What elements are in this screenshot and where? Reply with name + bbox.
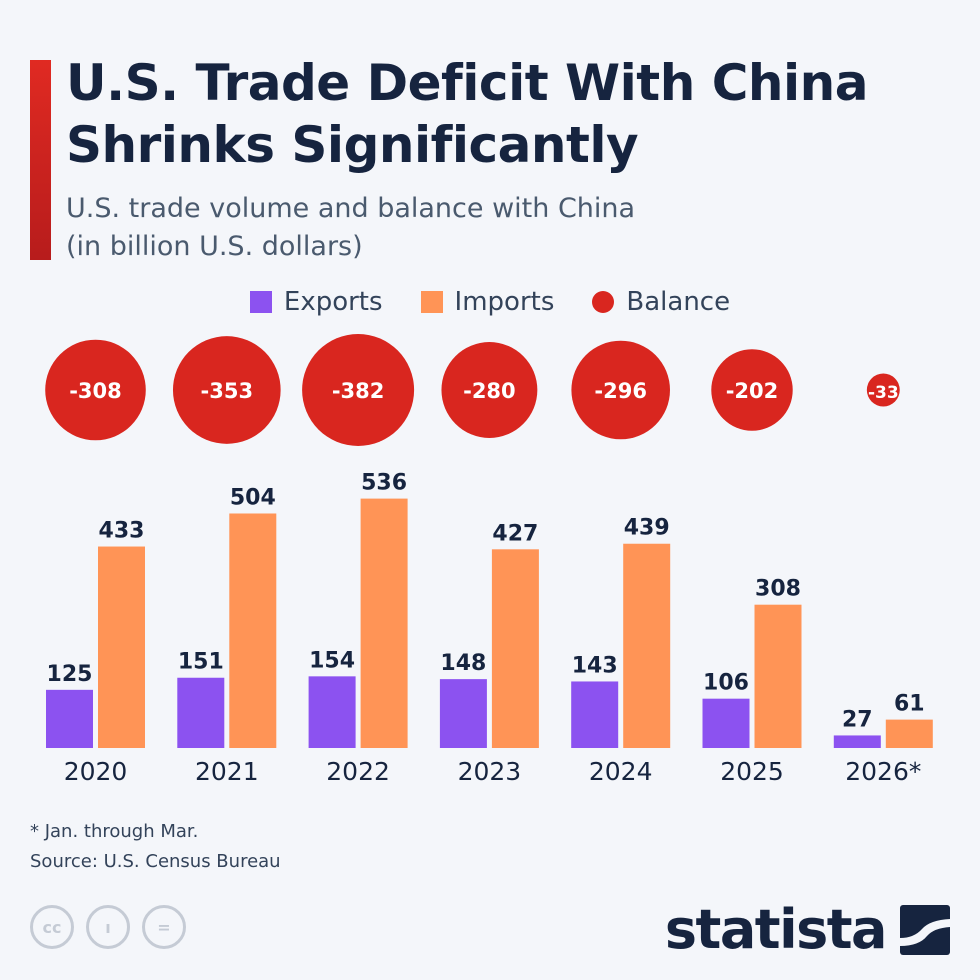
- balance-value-label: -280: [463, 379, 516, 403]
- year-tick-label: 2021: [195, 757, 259, 786]
- year-tick-label: 2023: [458, 757, 522, 786]
- balance-bubble: [441, 342, 538, 438]
- imports-bar: [885, 719, 933, 748]
- balance-value-label: -382: [332, 379, 385, 403]
- year-tick-label: 2024: [589, 757, 653, 786]
- imports-bar: [623, 543, 671, 748]
- balance-bubble: [302, 334, 415, 446]
- year-tick-label: 2020: [64, 757, 128, 786]
- exports-bar: [571, 681, 619, 748]
- legend-label-balance: Balance: [626, 287, 731, 317]
- exports-value-label: 106: [703, 671, 749, 696]
- imports-bar: [754, 604, 802, 748]
- balance-value-label: -33: [868, 383, 899, 403]
- bar-chart: 125 433 2020 -308 151 504 2021 -353 154 536 2022 -3…: [45, 334, 933, 786]
- year-tick-label: 2022: [326, 757, 390, 786]
- exports-bar: [833, 735, 881, 748]
- exports-value-label: 151: [178, 650, 224, 675]
- imports-value-label: 433: [99, 519, 145, 544]
- imports-bar: [491, 549, 539, 748]
- no-derivatives-icon[interactable]: =: [142, 905, 186, 949]
- license-badges: cc ı =: [30, 905, 186, 949]
- imports-value-label: 504: [230, 485, 276, 510]
- exports-value-label: 154: [309, 648, 355, 673]
- balance-value-label: -296: [594, 379, 647, 403]
- imports-value-label: 427: [492, 521, 538, 546]
- balance-bubble: [711, 349, 793, 431]
- statista-logo-icon: [900, 904, 950, 955]
- imports-value-label: 308: [755, 577, 801, 602]
- imports-value-label: 61: [894, 692, 925, 717]
- exports-bar: [702, 698, 750, 748]
- legend-swatch-balance: [592, 291, 615, 313]
- exports-value-label: 148: [440, 651, 486, 676]
- exports-value-label: 27: [842, 707, 873, 732]
- legend-label-imports: Imports: [454, 287, 555, 317]
- legend-item-exports: Exports: [249, 287, 383, 317]
- imports-value-label: 439: [624, 516, 670, 541]
- attribution-icon[interactable]: ı: [86, 905, 130, 949]
- exports-bar: [308, 676, 356, 748]
- balance-value-label: -308: [69, 379, 122, 403]
- legend-item-balance: Balance: [592, 287, 730, 317]
- legend: Exports Imports Balance: [0, 287, 980, 317]
- exports-bar: [46, 689, 93, 748]
- balance-value-label: -202: [726, 379, 779, 403]
- footnotes: * Jan. through Mar. Source: U.S. Census …: [30, 817, 281, 877]
- chart-title: U.S. Trade Deficit With China Shrinks Si…: [66, 54, 868, 174]
- exports-bar: [439, 679, 487, 748]
- balance-bubble: [571, 340, 670, 440]
- balance-value-label: -353: [201, 379, 254, 403]
- imports-bar: [98, 546, 145, 748]
- accent-bar: [30, 60, 51, 260]
- year-tick-label: 2026*: [845, 757, 921, 786]
- imports-bar: [229, 513, 277, 748]
- balance-bubble: [866, 373, 900, 407]
- legend-item-imports: Imports: [420, 287, 555, 317]
- legend-swatch-imports: [420, 291, 443, 313]
- statista-logo[interactable]: statista: [665, 898, 950, 961]
- balance-bubble: [45, 339, 146, 441]
- source-note: Source: U.S. Census Bureau: [30, 851, 281, 872]
- imports-value-label: 536: [361, 471, 407, 496]
- balance-bubble: [172, 336, 281, 444]
- chart-subtitle: U.S. trade volume and balance with China…: [66, 193, 636, 262]
- exports-bar: [177, 677, 225, 748]
- exports-value-label: 143: [572, 653, 618, 678]
- legend-label-exports: Exports: [283, 287, 383, 317]
- creative-commons-icon[interactable]: cc: [30, 905, 74, 949]
- legend-swatch-exports: [249, 291, 272, 313]
- brand-wordmark: statista: [664, 898, 888, 961]
- footnote: * Jan. through Mar.: [30, 821, 199, 842]
- year-tick-label: 2025: [720, 757, 784, 786]
- exports-value-label: 125: [47, 662, 93, 687]
- imports-bar: [360, 498, 408, 748]
